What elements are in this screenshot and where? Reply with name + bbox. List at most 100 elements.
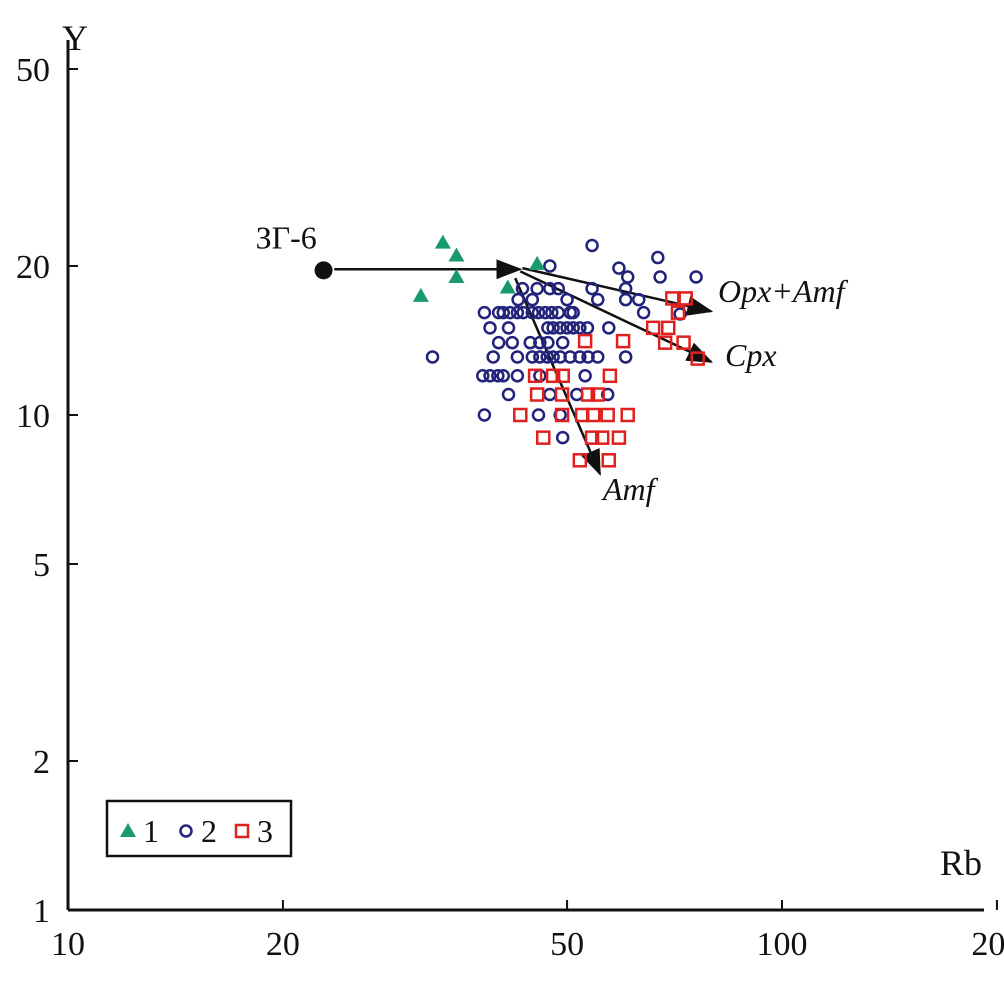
- data-point-series-2: [580, 321, 595, 335]
- vector-label: Opx+Amf: [718, 273, 849, 309]
- reference-point: [314, 261, 333, 280]
- data-point-series-3: [513, 407, 528, 423]
- data-point-series-3: [600, 407, 615, 423]
- data-point-series-1: [499, 279, 516, 294]
- legend-label: 3: [257, 813, 273, 849]
- data-point-series-2: [477, 408, 492, 422]
- data-point-series-2: [602, 321, 616, 335]
- data-point-series-2: [515, 281, 530, 296]
- data-point-series-3: [577, 333, 593, 349]
- data-point-series-2: [477, 305, 492, 320]
- data-point-series-3: [580, 387, 596, 402]
- data-point-series-1: [412, 287, 429, 302]
- data-point-series-3: [584, 430, 600, 445]
- axes: Y Rb: [62, 18, 984, 912]
- data-point-series-2: [510, 369, 525, 383]
- data-point-series-3: [611, 430, 627, 445]
- data-point-series-2: [612, 261, 626, 275]
- legend-marker-2: [179, 824, 193, 838]
- data-point-series-2: [483, 369, 497, 383]
- data-point-series-3: [555, 368, 570, 384]
- data-point-series-3: [585, 407, 601, 423]
- y-axis-label: Y: [62, 18, 88, 58]
- data-point-series-2: [566, 305, 580, 320]
- data-point-series-2: [560, 321, 574, 335]
- data-point-series-2: [618, 292, 633, 307]
- y-tick-label: 50: [16, 52, 50, 89]
- data-point-series-2: [563, 350, 577, 364]
- data-point-series-2: [510, 350, 525, 364]
- data-point-series-2: [491, 335, 506, 350]
- data-point-series-2: [689, 270, 703, 284]
- x-tick-label: 10: [51, 926, 85, 963]
- data-point-series-2: [501, 321, 516, 335]
- reference-point-label: ЗГ-6: [256, 219, 317, 255]
- data-point-series-2: [546, 350, 560, 364]
- data-point-series-2: [530, 281, 544, 296]
- x-tick-label: 20: [266, 926, 300, 963]
- data-point-series-2: [573, 321, 587, 335]
- data-point-series-3: [529, 387, 545, 402]
- data-point-series-2: [590, 350, 605, 364]
- data-point-series-3: [572, 453, 588, 468]
- y-tick-label: 1: [33, 893, 50, 930]
- data-point-series-2: [525, 292, 540, 307]
- data-point-series-3: [554, 387, 570, 402]
- data-point-series-2: [496, 369, 511, 383]
- data-point-series-1: [529, 255, 546, 270]
- data-point-series-2: [501, 387, 516, 402]
- data-point-series-2: [653, 270, 667, 284]
- data-point-series-2: [531, 305, 546, 320]
- data-point-series-2: [543, 259, 557, 273]
- data-point-series-2: [523, 335, 537, 350]
- data-point-series-3: [602, 368, 618, 384]
- data-point-series-3: [678, 291, 693, 306]
- data-point-series-2: [496, 305, 511, 320]
- x-tick-label: 50: [550, 926, 584, 963]
- data-point-series-2: [510, 305, 525, 320]
- data-point-series-2: [525, 350, 540, 364]
- data-point-series-2: [600, 387, 615, 402]
- data-point-series-2: [545, 305, 559, 320]
- data-point-series-2: [560, 292, 574, 307]
- legend: 1 2 3: [105, 799, 293, 858]
- data-point-series-3: [601, 453, 617, 468]
- y-tick-label: 10: [16, 398, 50, 435]
- data-point-series-2: [533, 335, 547, 350]
- data-point-series-2: [585, 238, 599, 253]
- data-point-series-2: [425, 350, 440, 364]
- data-point-series-1: [448, 269, 465, 284]
- data-point-series-2: [618, 350, 633, 364]
- data-point-series-3: [615, 333, 631, 349]
- data-point-series-1: [448, 247, 465, 262]
- vector-label: Cpx: [725, 337, 777, 373]
- data-point-series-2: [636, 305, 651, 320]
- data-point-series-3: [590, 387, 605, 402]
- data-point-series-2: [505, 335, 520, 350]
- data-point-series-2: [525, 305, 540, 320]
- data-point-series-2: [483, 321, 497, 335]
- data-point-series-3: [620, 407, 635, 423]
- data-point-series-3: [527, 368, 543, 384]
- data-point-series-2: [546, 321, 560, 335]
- data-point-series-2: [511, 292, 525, 307]
- data-point-series-2: [551, 281, 566, 296]
- legend-label: 1: [143, 813, 159, 849]
- data-point-series-2: [555, 335, 570, 350]
- data-point-series-2: [573, 350, 587, 364]
- data-point-series-2: [543, 281, 557, 296]
- data-point-series-3: [657, 335, 673, 350]
- data-point-series-2: [578, 369, 592, 383]
- data-point-series-3: [554, 407, 570, 423]
- data-point-series-3: [670, 305, 686, 320]
- data-point-series-2: [516, 305, 530, 320]
- data-point-series-2: [538, 305, 552, 320]
- data-point-series-3: [645, 320, 661, 336]
- data-point-series-2: [631, 292, 646, 307]
- data-point-series-3: [676, 335, 691, 350]
- data-point-series-2: [533, 350, 547, 364]
- data-point-series-2: [590, 292, 605, 307]
- legend-marker-1: [120, 823, 136, 837]
- data-point-series-2: [476, 369, 490, 383]
